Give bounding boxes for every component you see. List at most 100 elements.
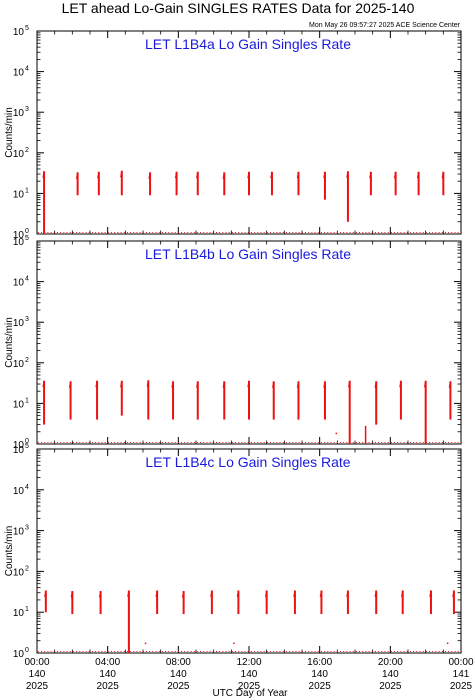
baseline-point — [165, 442, 167, 443]
baseline-point — [50, 232, 52, 233]
baseline-point — [273, 442, 275, 443]
baseline-point — [273, 651, 275, 652]
baseline-point — [327, 651, 329, 652]
baseline-point — [117, 651, 119, 652]
baseline-point — [289, 442, 291, 443]
baseline-point — [460, 651, 462, 652]
baseline-point — [177, 442, 179, 443]
baseline-point — [139, 651, 141, 652]
rate-spike-edge — [196, 381, 199, 388]
baseline-point — [111, 442, 113, 443]
baseline-point — [381, 232, 383, 233]
baseline-point — [457, 442, 459, 443]
baseline-point — [155, 442, 157, 443]
baseline-point — [50, 651, 52, 652]
y-tick-exponent: 2 — [25, 357, 29, 364]
baseline-point — [60, 232, 62, 233]
baseline-point — [355, 651, 357, 652]
baseline-point — [120, 232, 122, 233]
baseline-point — [403, 442, 405, 443]
baseline-point — [320, 232, 322, 233]
baseline-point — [72, 651, 74, 652]
baseline-point — [314, 651, 316, 652]
rate-spike-edge — [323, 381, 326, 388]
baseline-point — [438, 651, 440, 652]
baseline-point — [41, 651, 43, 652]
baseline-point — [438, 442, 440, 443]
x-tick-label: 141 — [453, 669, 470, 680]
baseline-point — [448, 442, 450, 443]
y-tick-exponent: 5 — [25, 235, 29, 242]
baseline-point — [339, 232, 341, 233]
rate-spike-edge — [120, 380, 123, 388]
baseline-point — [193, 442, 195, 443]
baseline-point — [314, 442, 316, 443]
baseline-point — [365, 232, 367, 233]
baseline-point — [422, 651, 424, 652]
baseline-point — [161, 651, 163, 652]
rate-spike-edge — [181, 590, 185, 598]
baseline-point — [416, 232, 418, 233]
baseline-point — [126, 651, 128, 652]
baseline-point — [355, 232, 357, 233]
baseline-point — [126, 442, 128, 443]
baseline-point — [168, 442, 170, 443]
baseline-point — [276, 651, 278, 652]
rate-spike-edge — [272, 381, 275, 388]
baseline-point — [215, 442, 217, 443]
rate-spike-edge — [374, 381, 377, 388]
rate-spike-edge — [374, 590, 377, 597]
baseline-point — [82, 651, 84, 652]
baseline-point — [292, 232, 294, 233]
rate-spike-edge — [416, 171, 420, 179]
baseline-point — [432, 651, 434, 652]
y-tick-exponent: 3 — [25, 316, 29, 323]
rate-spike-edge — [171, 381, 174, 388]
baseline-point — [460, 442, 462, 443]
rate-spike-edge — [452, 590, 455, 597]
baseline-point — [406, 232, 408, 233]
baseline-point — [91, 442, 93, 443]
baseline-point — [413, 442, 415, 443]
baseline-point — [104, 232, 106, 233]
y-tick-label: 10 — [13, 527, 25, 538]
rate-spike-edge — [222, 381, 225, 388]
baseline-point — [231, 651, 233, 652]
baseline-point — [244, 232, 246, 233]
baseline-point — [98, 651, 100, 652]
baseline-point — [142, 651, 144, 652]
baseline-point — [174, 232, 176, 233]
baseline-point — [136, 442, 138, 443]
baseline-point — [238, 442, 240, 443]
baseline-point — [346, 232, 348, 233]
baseline-point — [219, 232, 221, 233]
baseline-point — [95, 442, 97, 443]
baseline-point — [308, 232, 310, 233]
baseline-point — [187, 232, 189, 233]
baseline-point — [359, 442, 361, 443]
baseline-point — [413, 651, 415, 652]
baseline-point — [317, 232, 319, 233]
baseline-point — [228, 442, 230, 443]
baseline-point — [47, 651, 49, 652]
y-tick-exponent: 5 — [25, 443, 29, 450]
baseline-point — [222, 651, 224, 652]
baseline-point — [343, 232, 345, 233]
baseline-point — [451, 651, 453, 652]
x-tick-label: 140 — [99, 669, 116, 680]
baseline-point — [184, 651, 186, 652]
y-axis-label: Counts/min — [4, 526, 15, 577]
baseline-point — [368, 651, 370, 652]
rate-point — [335, 432, 338, 435]
baseline-point — [76, 442, 78, 443]
baseline-point — [394, 232, 396, 233]
baseline-point — [285, 442, 287, 443]
baseline-point — [196, 232, 198, 233]
baseline-point — [387, 232, 389, 233]
rate-spike-edge — [98, 590, 102, 598]
x-tick-label: 140 — [311, 669, 328, 680]
y-tick-exponent: 4 — [25, 484, 29, 491]
rate-spike-edge — [348, 380, 351, 388]
baseline-point — [362, 442, 364, 443]
